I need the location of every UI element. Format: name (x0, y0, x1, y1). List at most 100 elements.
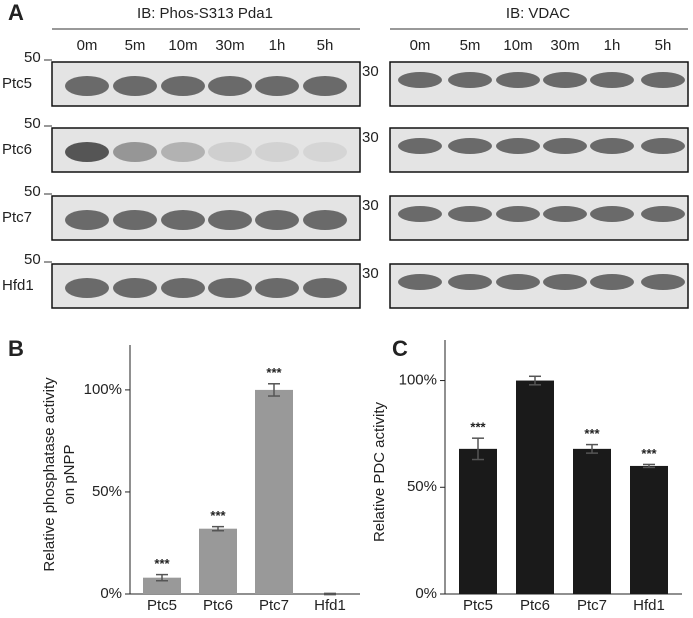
band (641, 138, 685, 154)
panel-label: C (392, 336, 408, 361)
blot-header: IB: Phos-S313 Pda1 (137, 5, 273, 22)
band (448, 274, 492, 290)
band (398, 274, 442, 290)
band (65, 278, 109, 298)
band (641, 206, 685, 222)
panel-label: B (8, 336, 24, 361)
band (161, 142, 205, 162)
y-axis-label: Relative PDC activity (371, 401, 388, 542)
x-tick-label: Ptc7 (577, 597, 607, 614)
band (161, 76, 205, 96)
blot (389, 263, 689, 309)
lane-label: 10m (503, 37, 532, 54)
band (208, 76, 252, 96)
band (448, 138, 492, 154)
band (65, 142, 109, 162)
band (65, 76, 109, 96)
band (255, 210, 299, 230)
marker-label: 30 (362, 63, 379, 80)
y-tick-label: 100% (84, 381, 122, 398)
band (161, 210, 205, 230)
band (543, 72, 587, 88)
bar (199, 528, 237, 594)
lane-label: 0m (77, 37, 98, 54)
band (398, 206, 442, 222)
marker-label: 50 (24, 251, 41, 268)
band (65, 210, 109, 230)
band (496, 274, 540, 290)
lane-label: 0m (410, 37, 431, 54)
significance: *** (641, 446, 657, 461)
blot (389, 195, 689, 241)
bar (573, 448, 611, 594)
row-label: Ptc7 (2, 209, 32, 226)
significance: *** (584, 426, 600, 441)
band (208, 142, 252, 162)
band (448, 72, 492, 88)
band (303, 142, 347, 162)
band (496, 138, 540, 154)
row-label: Hfd1 (2, 277, 34, 294)
lane-label: 30m (550, 37, 579, 54)
marker-label: 30 (362, 265, 379, 282)
band (543, 274, 587, 290)
lane-label: 5m (125, 37, 146, 54)
significance: *** (470, 420, 486, 435)
lane-label: 5h (655, 37, 672, 54)
marker-label: 30 (362, 197, 379, 214)
blot-header: IB: VDAC (506, 5, 570, 22)
band (398, 138, 442, 154)
y-tick-label: 0% (100, 585, 122, 602)
band (590, 72, 634, 88)
bar (255, 389, 293, 594)
bar (516, 380, 554, 594)
y-axis-label: on pNPP (61, 444, 78, 504)
marker-label: 50 (24, 49, 41, 66)
x-tick-label: Ptc5 (147, 597, 177, 614)
band (113, 142, 157, 162)
band (496, 72, 540, 88)
band (161, 278, 205, 298)
x-tick-label: Ptc6 (203, 597, 233, 614)
x-tick-label: Hfd1 (633, 597, 665, 614)
band (255, 142, 299, 162)
lane-label: 1h (269, 37, 286, 54)
band (255, 278, 299, 298)
lane-label: 10m (168, 37, 197, 54)
x-tick-label: Hfd1 (314, 597, 346, 614)
band (208, 278, 252, 298)
band (255, 76, 299, 96)
band (590, 274, 634, 290)
marker-label: 50 (24, 183, 41, 200)
significance: *** (210, 508, 226, 523)
band (641, 274, 685, 290)
blot (389, 127, 689, 173)
band (398, 72, 442, 88)
lane-label: 5m (460, 37, 481, 54)
y-tick-label: 100% (399, 372, 437, 389)
band (303, 210, 347, 230)
band (113, 278, 157, 298)
x-tick-label: Ptc5 (463, 597, 493, 614)
row-label: Ptc5 (2, 75, 32, 92)
lane-label: 30m (215, 37, 244, 54)
x-tick-label: Ptc7 (259, 597, 289, 614)
x-tick-label: Ptc6 (520, 597, 550, 614)
panel-label: A (8, 0, 24, 25)
significance: *** (154, 556, 170, 571)
marker-label: 30 (362, 129, 379, 146)
marker-label: 50 (24, 115, 41, 132)
bar (630, 465, 668, 594)
band (303, 278, 347, 298)
band (113, 76, 157, 96)
bar (143, 577, 181, 594)
band (590, 138, 634, 154)
band (448, 206, 492, 222)
lane-label: 1h (604, 37, 621, 54)
y-tick-label: 50% (92, 483, 122, 500)
band (543, 138, 587, 154)
band (590, 206, 634, 222)
band (303, 76, 347, 96)
